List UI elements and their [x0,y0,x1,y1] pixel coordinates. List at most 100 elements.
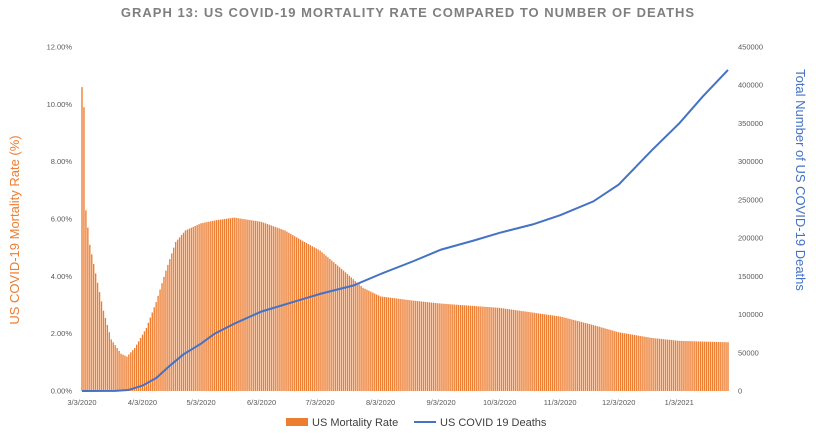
bar [680,340,682,391]
right-axis-ticks: 0 50000 100000 150000 200000 250000 300000 3500… [738,43,763,396]
bar [389,297,392,391]
bar [360,286,362,391]
bar [255,220,257,391]
bar [674,340,676,391]
bar [543,314,546,391]
bar [335,263,337,391]
bar [450,304,452,391]
bar [459,305,462,391]
bar [151,312,153,391]
bar [175,241,177,391]
bar [243,219,245,391]
bar [219,219,222,391]
bar [141,334,144,391]
bar [510,309,513,391]
bar [528,312,530,391]
bar [155,302,157,391]
bar [493,307,495,391]
bar [372,292,374,391]
bar [163,276,165,391]
bar [305,243,308,391]
bar [551,315,554,391]
bar [288,232,290,391]
bar [705,341,708,391]
bar [137,341,140,391]
bar [286,231,288,391]
bar [147,322,150,391]
bar [106,325,109,391]
bar [420,301,423,391]
bar [338,267,341,391]
bar [315,248,317,391]
bar [701,341,704,391]
bar [524,311,526,391]
bar [719,342,721,391]
bar [192,226,194,391]
bar [616,331,618,391]
bar [87,227,89,391]
y-left-tick-label: 8.00% [51,157,73,166]
bar [698,341,700,391]
bar [557,316,559,391]
deaths-line-layer [81,69,729,392]
bar [102,310,105,391]
bar [89,244,91,391]
bar [198,224,200,391]
bar [130,352,132,391]
bar [266,224,269,391]
bar [577,321,579,391]
bar [608,329,610,391]
bar [307,244,310,391]
bar [592,325,595,391]
bar [649,337,651,391]
bar [446,304,448,391]
left-axis-ticks: 0.00% 2.00% 4.00% 6.00% 8.00% 10.00% 12.00% [47,43,73,396]
bar [711,341,714,391]
bar [85,210,87,391]
bar [126,356,128,391]
bar [727,342,729,391]
bar [237,218,239,391]
bar [206,222,208,391]
bar [294,236,296,391]
bar [469,305,472,391]
bar [190,227,192,391]
bar [376,294,378,391]
bar [491,307,493,391]
bar [418,301,421,391]
bar [682,340,684,391]
bar [547,314,550,391]
bar [245,219,247,391]
bar [567,318,569,391]
bar [653,338,655,391]
bar [98,292,101,391]
bar [282,229,284,391]
bar [303,241,306,391]
bar [434,302,436,391]
bar [598,326,600,391]
bar [364,288,366,391]
bar [173,247,175,391]
bar [333,262,335,391]
bar [645,336,647,391]
bar [536,313,538,391]
bar [631,334,634,391]
bar [409,300,411,391]
bar [709,341,712,391]
bar [596,326,598,391]
bar [114,345,116,391]
bar [629,334,632,391]
bar [457,304,460,391]
bar [356,282,358,391]
bar [582,322,585,391]
bar [520,310,522,391]
bar [346,274,349,391]
bar [495,307,497,391]
bar [381,296,384,391]
bar [393,298,395,391]
bar [134,348,136,391]
bar [399,298,401,391]
bar [262,222,265,391]
bar [383,296,386,391]
x-tick-label: 4/3/2020 [128,398,157,407]
